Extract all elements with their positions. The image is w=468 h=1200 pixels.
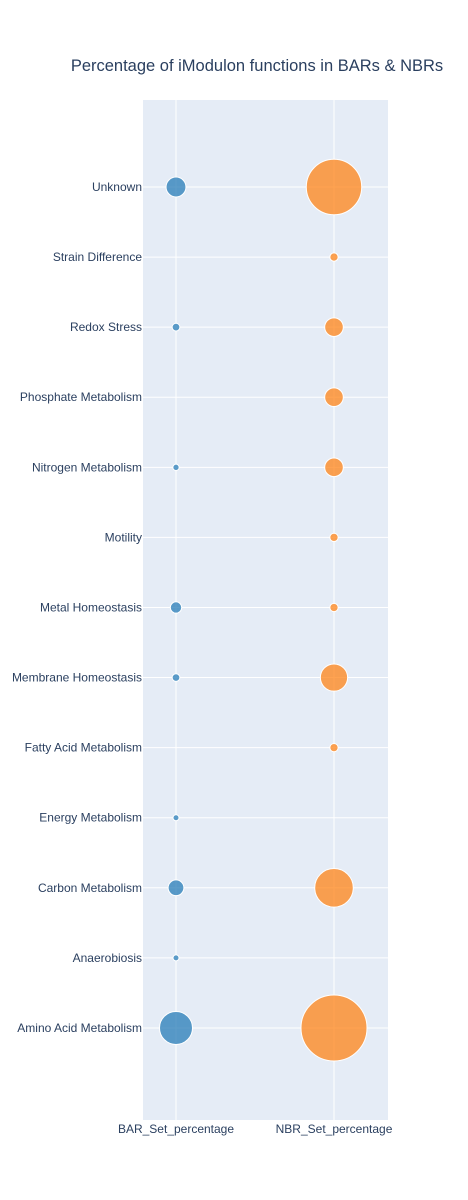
bubble	[167, 879, 185, 897]
x-tick-label: BAR_Set_percentage	[118, 1122, 234, 1136]
bubble	[171, 322, 181, 332]
bubble	[319, 663, 349, 692]
bubble	[329, 602, 339, 613]
y-tick-label: Amino Acid Metabolism	[17, 1021, 142, 1035]
y-tick-label: Carbon Metabolism	[38, 881, 142, 895]
bubble	[324, 387, 344, 408]
y-tick-label: Anaerobiosis	[73, 951, 142, 965]
bubble	[172, 954, 180, 962]
x-axis-ticks: BAR_Set_percentage NBR_Set_percentage	[118, 1122, 393, 1136]
bubble	[159, 1010, 193, 1045]
y-tick-label: Nitrogen Metabolism	[32, 460, 142, 474]
bubble	[329, 252, 339, 262]
bubble	[172, 463, 180, 471]
bubble	[165, 176, 187, 198]
bubble	[171, 673, 181, 682]
bubbles	[159, 158, 368, 1062]
bubble	[324, 457, 344, 478]
bubble	[329, 532, 339, 543]
plot-area	[143, 100, 388, 1120]
y-tick-label: Energy Metabolism	[39, 811, 142, 825]
y-tick-label: Metal Homeostasis	[40, 600, 142, 614]
y-tick-label: Unknown	[92, 180, 142, 194]
y-tick-label: Fatty Acid Metabolism	[25, 741, 142, 755]
y-tick-label: Motility	[105, 530, 142, 544]
bubble	[314, 868, 354, 908]
bubble	[300, 994, 368, 1062]
chart-title: Percentage of iModulon functions in BARs…	[71, 57, 443, 75]
y-tick-label: Strain Difference	[53, 250, 142, 264]
y-tick-label: Phosphate Metabolism	[20, 390, 142, 404]
y-tick-label: Membrane Homeostasis	[12, 671, 142, 685]
y-tick-label: Redox Stress	[70, 320, 142, 334]
bubble	[169, 601, 183, 614]
bubble	[324, 317, 344, 337]
bubble	[172, 814, 180, 822]
bubble	[329, 742, 339, 753]
x-tick-label: NBR_Set_percentage	[276, 1122, 393, 1136]
bubble	[305, 158, 363, 216]
y-axis-ticks: Unknown Strain Difference Redox Stress Phos…	[12, 180, 142, 1035]
